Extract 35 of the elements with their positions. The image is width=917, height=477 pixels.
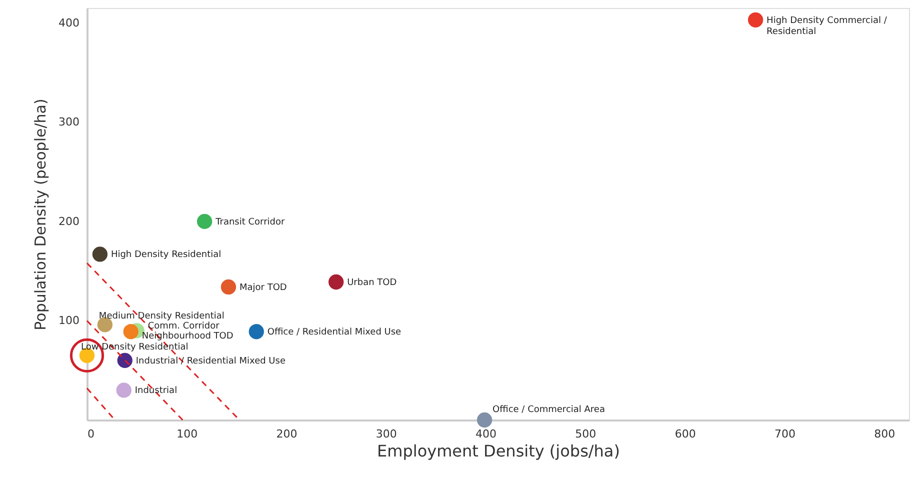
x-tick-label: 0	[88, 428, 94, 440]
annotation: Comm. Corridor	[148, 322, 220, 332]
x-tick-label: 100	[176, 428, 198, 440]
y-tick-label: 400	[58, 16, 80, 30]
annotation: High Density Residential	[110, 250, 222, 260]
y-axis-title: Population Density (people/ha)	[32, 98, 50, 330]
point	[328, 274, 344, 290]
x-tick-label: 300	[376, 428, 397, 440]
annotation: Major TOD	[239, 282, 287, 293]
x-tick-label: 600	[674, 428, 696, 440]
annotation: Office / Commercial Area	[492, 405, 605, 415]
point	[248, 324, 264, 340]
point	[92, 246, 108, 262]
annotation: High Density Commercial / Residential	[766, 16, 888, 37]
annotation: Office / Residential Mixed Use	[267, 328, 402, 338]
x-axis-title: Employment Density (jobs/ha)	[377, 442, 620, 460]
y-tick-label: 100	[58, 314, 80, 328]
point	[748, 12, 764, 28]
point	[123, 324, 138, 340]
point	[220, 279, 236, 295]
x-tick-label: 400	[476, 428, 497, 440]
annotation: Transit Corridor	[214, 217, 285, 228]
x-tick-label: 200	[276, 428, 298, 440]
point	[476, 412, 492, 428]
x-tick-label: 500	[575, 428, 596, 440]
point	[196, 214, 212, 230]
point	[116, 382, 132, 398]
annotation: Medium Density Residential	[98, 312, 224, 322]
x-tick-label: 700	[774, 428, 796, 440]
x-tick-label: 800	[874, 428, 896, 440]
annotation: Urban TOD	[347, 278, 397, 288]
point	[117, 352, 132, 368]
y-tick-label: 300	[58, 116, 80, 129]
annotation: Industrial	[134, 386, 178, 396]
y-tick-label: 200	[58, 214, 80, 228]
